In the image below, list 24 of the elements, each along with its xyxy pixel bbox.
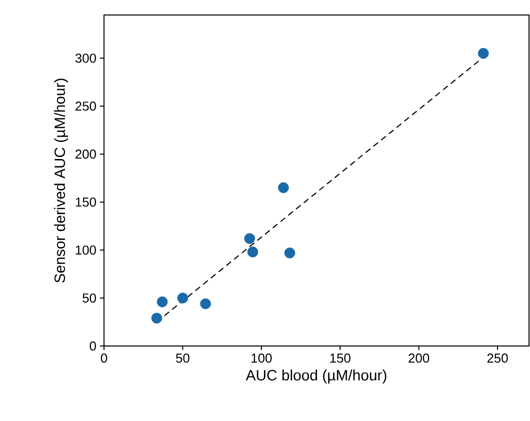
x-tick-label: 200 (408, 354, 430, 363)
point (151, 312, 162, 324)
x-axis-title: AUC blood (µM/hour) (246, 370, 386, 384)
point (156, 296, 168, 308)
point (478, 48, 489, 59)
y-tick-label: 50 (82, 293, 96, 303)
point (278, 182, 289, 194)
point (244, 233, 256, 244)
y-tick-label: 200 (76, 150, 96, 159)
y-tick-label: 250 (76, 102, 96, 111)
y-tick-label: 0 (90, 341, 96, 351)
point (177, 292, 188, 304)
x-tick-label: 250 (487, 354, 508, 363)
y-tick-label: 150 (76, 197, 96, 207)
y-tick-label: 100 (76, 245, 96, 255)
y-axis-title: Sensor derived AUC (µM/hour) (54, 78, 68, 283)
x-tick-label: 50 (176, 354, 190, 363)
x-tick-label: 100 (252, 354, 272, 363)
y-tick-label: 300 (75, 54, 96, 63)
point (284, 248, 296, 258)
point (200, 298, 211, 310)
x-tick-label: 0 (100, 354, 108, 363)
x-tick-label: 150 (330, 354, 350, 363)
point (247, 246, 258, 258)
